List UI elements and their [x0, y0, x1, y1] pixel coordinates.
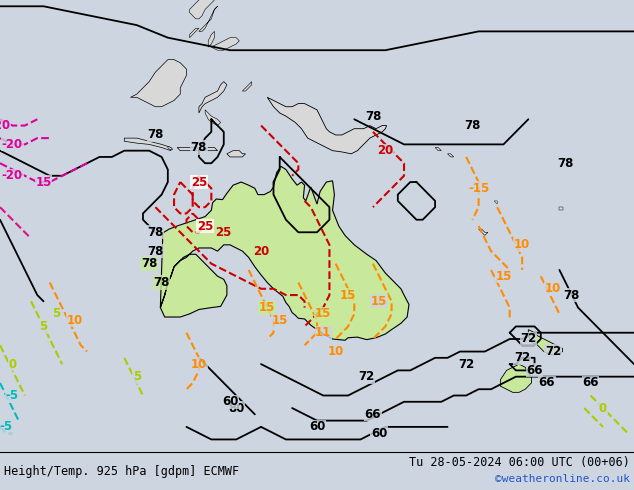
Polygon shape — [177, 147, 217, 150]
Polygon shape — [124, 138, 171, 150]
Text: 15: 15 — [36, 175, 52, 189]
Text: 15: 15 — [371, 295, 387, 308]
Text: 66: 66 — [539, 376, 555, 390]
Text: 25: 25 — [197, 220, 213, 232]
Text: 78: 78 — [147, 128, 164, 142]
Polygon shape — [448, 154, 454, 157]
Polygon shape — [211, 38, 239, 50]
Polygon shape — [435, 147, 441, 150]
Text: 20: 20 — [377, 144, 394, 157]
Text: -5: -5 — [0, 420, 13, 433]
Polygon shape — [227, 150, 245, 157]
Text: 78: 78 — [147, 226, 164, 239]
Text: 78: 78 — [557, 157, 574, 170]
Text: 15: 15 — [259, 301, 275, 314]
Text: 10: 10 — [545, 282, 561, 295]
Text: 60: 60 — [371, 427, 387, 440]
Text: 15: 15 — [315, 307, 332, 320]
Polygon shape — [131, 60, 186, 107]
Text: 10: 10 — [67, 314, 82, 327]
Text: 0: 0 — [8, 358, 16, 370]
Polygon shape — [168, 147, 173, 149]
Text: Tu 28-05-2024 06:00 UTC (00+06): Tu 28-05-2024 06:00 UTC (00+06) — [409, 456, 630, 469]
Polygon shape — [199, 82, 227, 113]
Text: 5: 5 — [133, 370, 141, 383]
Text: 20: 20 — [253, 245, 269, 258]
Text: -15: -15 — [468, 182, 489, 195]
Text: 15: 15 — [340, 289, 356, 301]
Text: 11: 11 — [315, 326, 332, 339]
Polygon shape — [205, 110, 221, 125]
Text: 78: 78 — [147, 245, 164, 258]
Polygon shape — [242, 82, 252, 91]
Polygon shape — [160, 167, 409, 340]
Text: 78: 78 — [564, 289, 580, 301]
Text: 72: 72 — [545, 345, 561, 358]
Text: 15: 15 — [271, 314, 288, 327]
Text: 72: 72 — [359, 370, 375, 383]
Text: 66: 66 — [365, 408, 381, 421]
Text: 72: 72 — [521, 333, 536, 345]
Text: 78: 78 — [191, 141, 207, 154]
Polygon shape — [190, 28, 199, 38]
Polygon shape — [559, 207, 562, 210]
Text: 78: 78 — [141, 257, 157, 270]
Polygon shape — [199, 6, 217, 31]
Text: 66: 66 — [526, 364, 543, 377]
Text: 10: 10 — [328, 345, 344, 358]
Text: 60: 60 — [309, 420, 325, 433]
Text: -5: -5 — [6, 389, 19, 402]
Text: 78: 78 — [464, 119, 481, 132]
Text: 78: 78 — [365, 110, 381, 122]
Text: 5: 5 — [39, 320, 48, 333]
Text: 78: 78 — [153, 276, 170, 289]
Polygon shape — [479, 229, 488, 235]
Polygon shape — [190, 0, 214, 19]
Text: 0: 0 — [599, 402, 607, 415]
Polygon shape — [208, 31, 214, 47]
Text: 10: 10 — [191, 358, 207, 370]
Polygon shape — [494, 201, 497, 204]
Text: Height/Temp. 925 hPa [gdpm] ECMWF: Height/Temp. 925 hPa [gdpm] ECMWF — [4, 465, 239, 477]
Text: 80: 80 — [228, 402, 244, 415]
Polygon shape — [528, 330, 562, 355]
Text: 15: 15 — [495, 270, 512, 283]
Text: -20: -20 — [2, 169, 23, 182]
Text: -20: -20 — [2, 138, 23, 151]
Polygon shape — [500, 364, 531, 392]
Text: 72: 72 — [458, 358, 474, 370]
Text: ©weatheronline.co.uk: ©weatheronline.co.uk — [495, 474, 630, 484]
Text: 25: 25 — [216, 226, 232, 239]
Text: 5: 5 — [52, 307, 60, 320]
Text: 66: 66 — [582, 376, 598, 390]
Polygon shape — [268, 98, 387, 154]
Text: -20: -20 — [0, 119, 11, 132]
Text: 10: 10 — [514, 238, 530, 251]
Text: 25: 25 — [191, 175, 207, 189]
Text: 72: 72 — [514, 351, 530, 365]
Text: 60: 60 — [222, 395, 238, 408]
